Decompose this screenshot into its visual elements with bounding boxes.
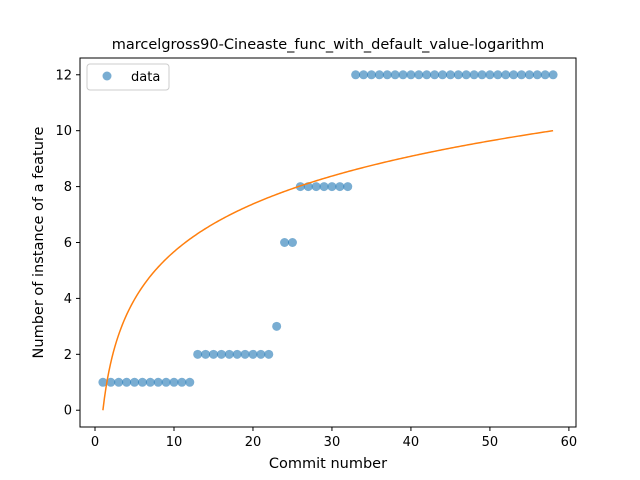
y-tick-label: 0 xyxy=(64,404,72,419)
data-point xyxy=(382,70,392,80)
data-point xyxy=(161,377,171,387)
data-point xyxy=(319,182,329,192)
x-tick-label: 30 xyxy=(324,435,341,450)
y-tick-label: 8 xyxy=(64,180,72,195)
data-point xyxy=(406,70,416,80)
data-point xyxy=(430,70,440,80)
data-point xyxy=(390,70,400,80)
data-point xyxy=(422,70,432,80)
y-axis-label: Number of instance of a feature xyxy=(31,126,47,358)
data-point xyxy=(335,182,345,192)
data-point xyxy=(280,238,290,247)
data-point xyxy=(445,70,455,80)
data-point xyxy=(153,377,163,387)
data-point xyxy=(106,377,116,387)
data-point xyxy=(485,70,495,80)
data-point xyxy=(98,377,108,387)
data-point xyxy=(532,70,542,80)
y-tick-label: 6 xyxy=(64,236,72,251)
data-point xyxy=(517,70,527,80)
data-point xyxy=(453,70,463,80)
legend-box xyxy=(86,63,170,91)
data-point xyxy=(129,377,139,387)
data-point xyxy=(548,70,558,80)
y-tick-label: 12 xyxy=(55,68,72,83)
x-axis-label: Commit number xyxy=(269,456,387,472)
legend-marker xyxy=(102,71,112,81)
data-point xyxy=(351,70,361,80)
data-point xyxy=(185,377,195,387)
data-point xyxy=(216,349,226,359)
data-point xyxy=(256,349,266,359)
data-point xyxy=(137,377,147,387)
chart-title: marcelgross90-Cineaste_func_with_default… xyxy=(112,37,544,53)
y-axis-ticks: 0 2 4 6 8 10 12 xyxy=(55,68,80,419)
legend: data xyxy=(86,63,170,91)
x-tick-label: 40 xyxy=(403,435,420,450)
y-tick-label: 10 xyxy=(55,124,72,139)
data-point xyxy=(248,349,258,359)
data-point xyxy=(177,377,187,387)
data-point xyxy=(540,70,550,80)
data-point xyxy=(327,182,337,192)
fit-line xyxy=(102,129,554,411)
data-point xyxy=(359,70,369,80)
data-point xyxy=(208,349,218,359)
data-point xyxy=(311,182,321,192)
data-point xyxy=(114,377,124,387)
data-points xyxy=(98,70,558,387)
data-point xyxy=(287,238,297,247)
data-point xyxy=(122,377,132,387)
legend-label: data xyxy=(131,70,160,85)
data-point xyxy=(509,70,519,80)
data-point xyxy=(461,70,471,80)
data-point xyxy=(343,182,353,192)
data-point xyxy=(469,70,479,80)
x-tick-label: 20 xyxy=(245,435,262,450)
data-point xyxy=(366,70,376,80)
x-tick-label: 10 xyxy=(166,435,183,450)
data-point xyxy=(501,70,511,80)
x-tick-label: 0 xyxy=(91,435,99,450)
data-point xyxy=(201,349,211,359)
data-point xyxy=(272,321,282,331)
data-point xyxy=(524,70,534,80)
data-point xyxy=(145,377,155,387)
data-point xyxy=(193,349,203,359)
y-tick-label: 2 xyxy=(64,348,72,363)
data-point xyxy=(240,349,250,359)
plot-frame xyxy=(79,57,577,428)
x-tick-label: 60 xyxy=(561,435,578,450)
data-point xyxy=(438,70,448,80)
x-axis-ticks: 0 10 20 30 40 50 60 xyxy=(91,427,577,450)
data-point xyxy=(493,70,503,80)
data-point xyxy=(477,70,487,80)
data-point xyxy=(232,349,242,359)
data-point xyxy=(374,70,384,80)
data-point xyxy=(414,70,424,80)
data-point xyxy=(398,70,408,80)
data-point xyxy=(224,349,234,359)
y-tick-label: 4 xyxy=(64,292,72,307)
x-tick-label: 50 xyxy=(482,435,499,450)
data-point xyxy=(169,377,179,387)
data-point xyxy=(264,349,274,359)
